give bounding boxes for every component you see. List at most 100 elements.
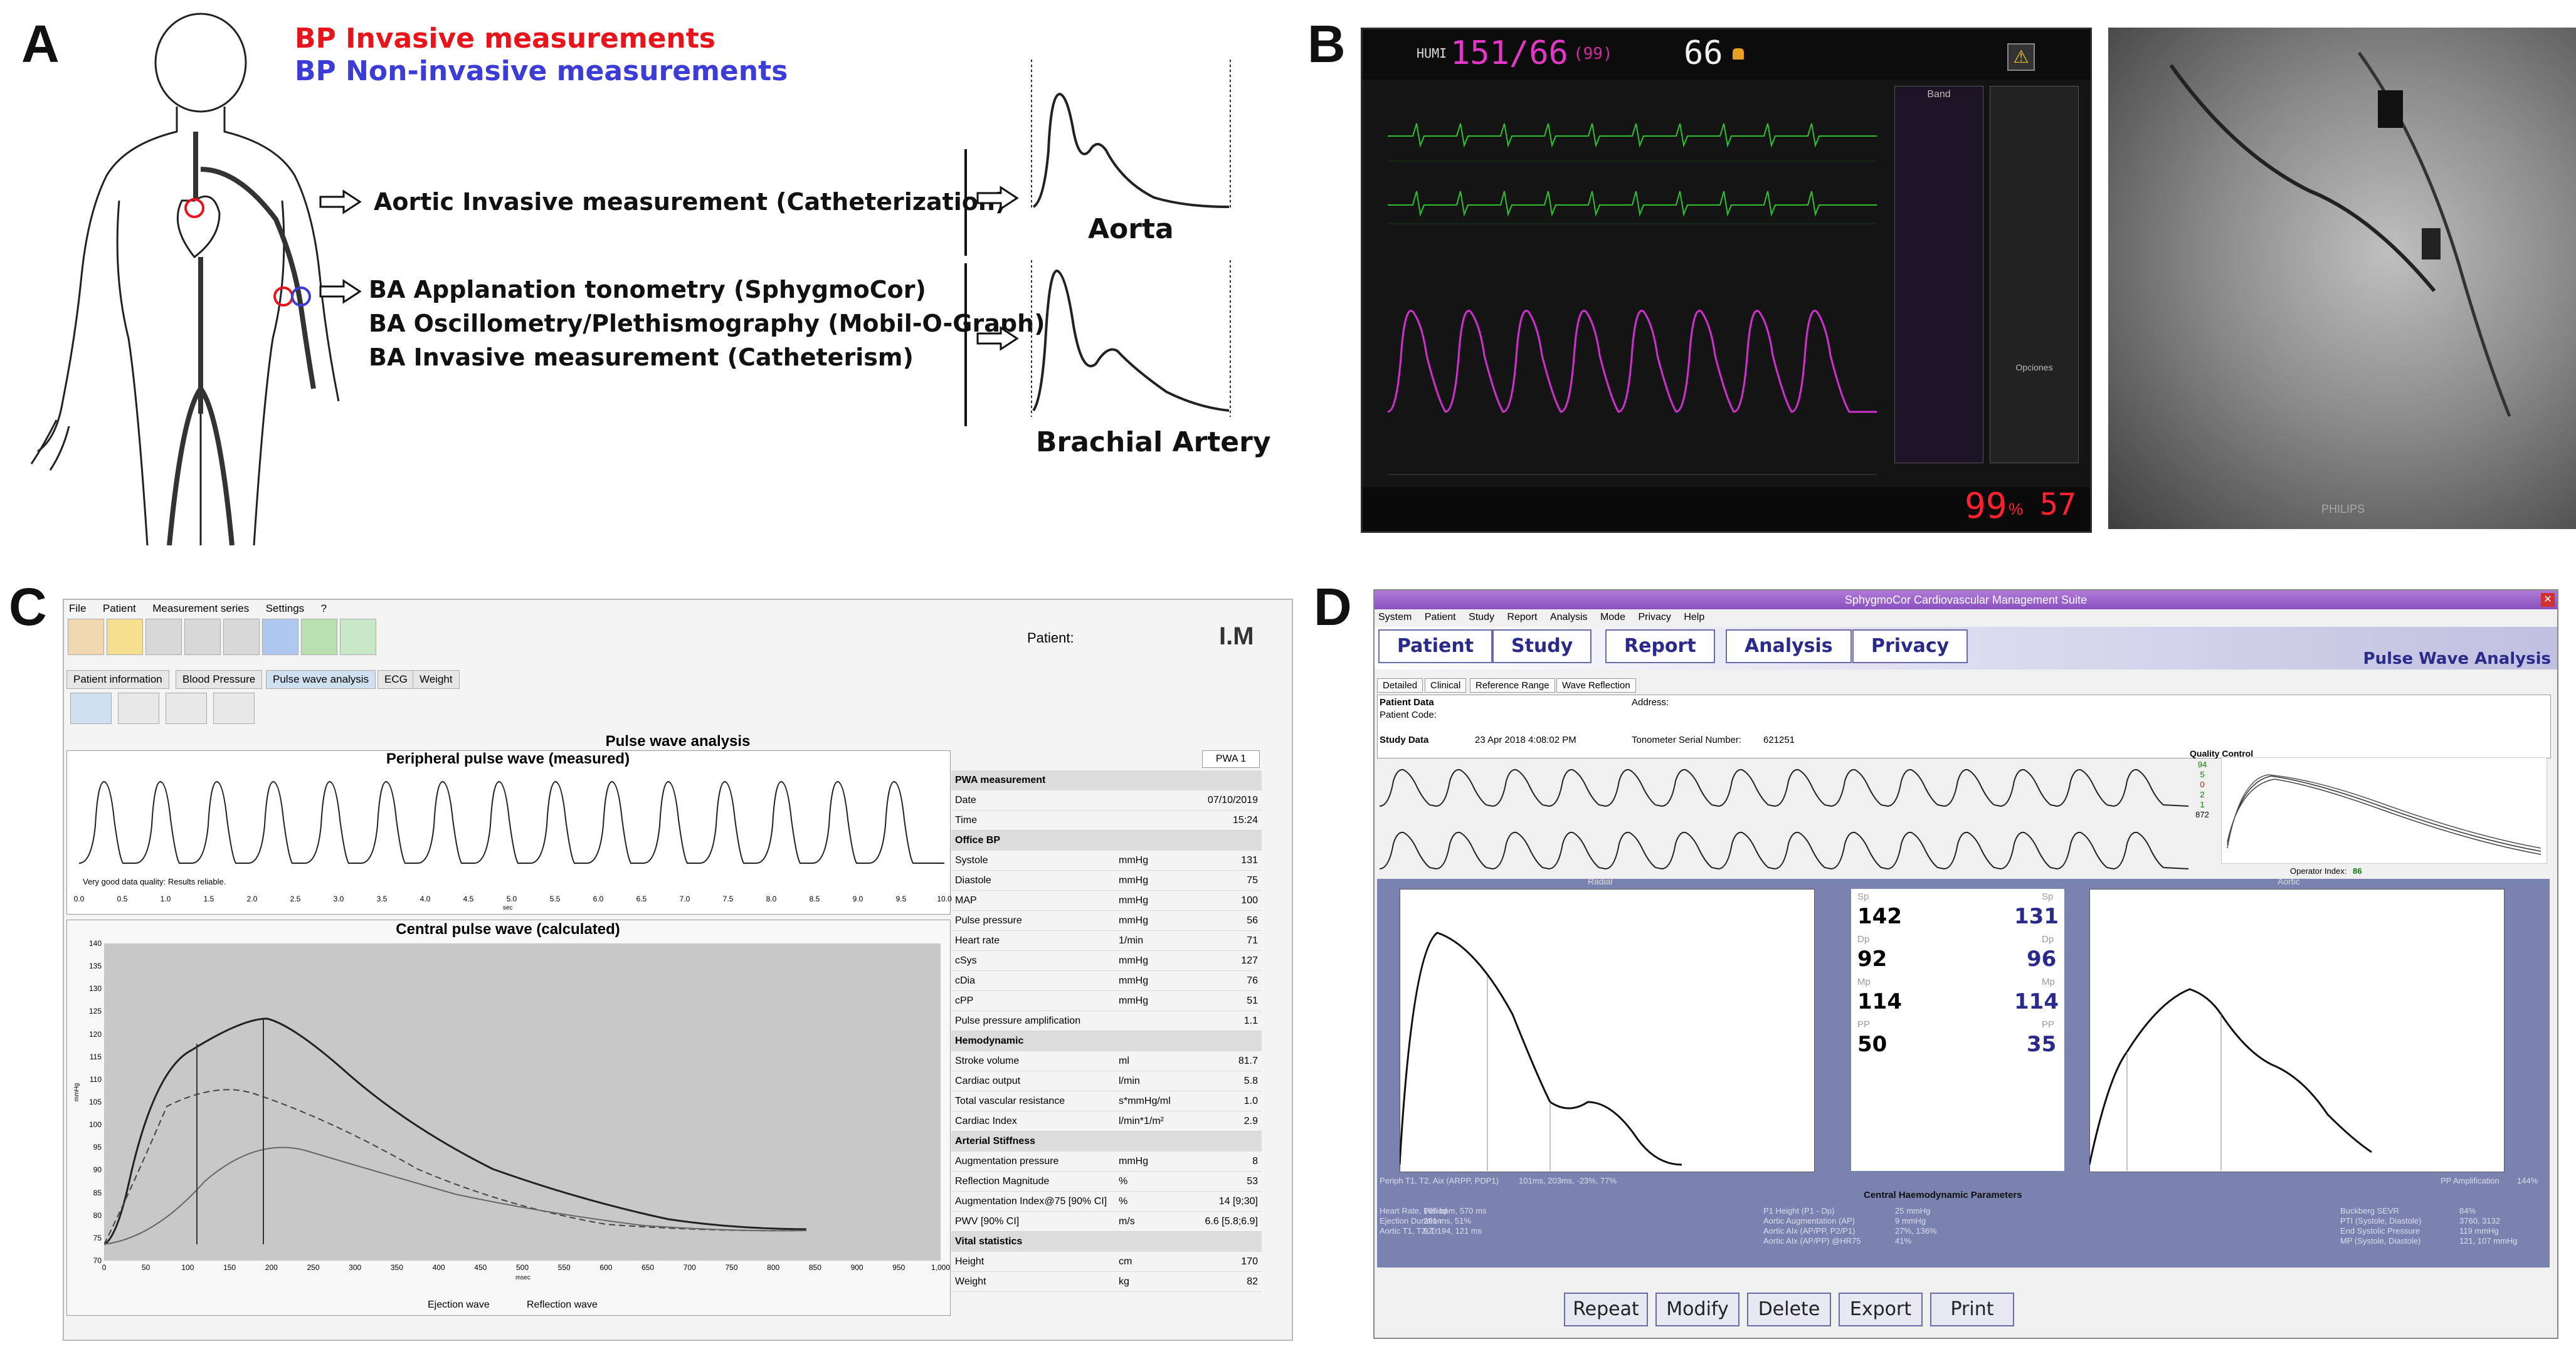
c-table-value: 5.8: [1198, 1071, 1262, 1091]
d-subtab-clinical[interactable]: Clinical: [1425, 678, 1467, 693]
d-tab-study[interactable]: Study: [1492, 629, 1592, 663]
d-param-label: Heart Rate, Period: [1380, 1206, 1447, 1215]
axis-tick-label: 0.5: [117, 895, 128, 903]
d-repeat-button[interactable]: Repeat: [1564, 1293, 1648, 1326]
angiography-xray-photo: PHILIPS: [2108, 28, 2576, 529]
d-param-value: 25 mmHg: [1895, 1206, 1931, 1215]
c-menu-help[interactable]: ?: [320, 602, 327, 614]
c-toolbar-disabled-icon-1[interactable]: [145, 619, 182, 655]
axis-tick-label: 950: [892, 1263, 905, 1272]
d-menu-patient[interactable]: Patient: [1424, 612, 1456, 622]
c-table-label: Pulse pressure amplification: [951, 1010, 1115, 1031]
axis-tick-label: 50: [142, 1263, 150, 1272]
c-table-label: Cardiac output: [951, 1071, 1115, 1091]
d-export-button[interactable]: Export: [1839, 1293, 1923, 1326]
d-menu-study[interactable]: Study: [1469, 612, 1494, 622]
d-param-value: 119 mmHg: [2459, 1226, 2499, 1236]
c-subtool-pause-icon[interactable]: [166, 693, 207, 724]
c-table-label: cDia: [951, 970, 1115, 991]
d-modify-button[interactable]: Modify: [1655, 1293, 1739, 1326]
c-tab-weight[interactable]: Weight: [413, 670, 460, 689]
d-print-button[interactable]: Print: [1930, 1293, 2014, 1326]
d-delete-button[interactable]: Delete: [1747, 1293, 1831, 1326]
d-close-icon[interactable]: ✕: [2541, 593, 2555, 607]
d-menu-privacy[interactable]: Privacy: [1638, 612, 1671, 622]
c-subtool-print-icon[interactable]: [213, 693, 255, 724]
c-table-row: Pulse pressure amplification 1.1: [951, 1010, 1262, 1031]
d-menu-system[interactable]: System: [1378, 612, 1412, 622]
c-toolbar-folder-icon[interactable]: [107, 619, 143, 655]
d-menu-analysis[interactable]: Analysis: [1549, 612, 1588, 622]
c-toolbar-bluetooth-icon[interactable]: [262, 619, 298, 655]
c-table-label: Weight: [951, 1271, 1115, 1292]
d-tab-patient[interactable]: Patient: [1378, 629, 1493, 663]
axis-tick-label: 2.0: [246, 895, 258, 903]
c-menu-file[interactable]: File: [69, 602, 87, 614]
axis-tick-label: 3.0: [333, 895, 344, 903]
axis-tick-label: 80: [93, 1210, 102, 1220]
d-param-label: P1 Height (P1 - Dp): [1763, 1206, 1835, 1215]
c-subtool-chart-icon[interactable]: [118, 693, 159, 724]
d-numbers-box: [1851, 889, 2064, 1171]
d-menu-report[interactable]: Report: [1507, 612, 1538, 622]
c-subtool-waveform-icon[interactable]: [70, 693, 112, 724]
c-toolbar-disabled-icon-2[interactable]: [184, 619, 221, 655]
warning-icon[interactable]: ⚠: [2007, 43, 2035, 71]
d-params-mid: P1 Height (P1 - Dp) 25 mmHg Aortic Augmen…: [1763, 1206, 2027, 1246]
panel-letter-a: A: [21, 14, 60, 73]
axis-tick-label: 7.5: [722, 895, 734, 903]
brachial-waveform: [1031, 260, 1231, 417]
d-subtab-detailed[interactable]: Detailed: [1377, 678, 1423, 693]
c-tab-patient-information[interactable]: Patient information: [66, 670, 169, 689]
d-menubar: System Patient Study Report Analysis Mod…: [1378, 612, 1714, 623]
monitor-topbar: [1363, 29, 2090, 80]
c-legend-ejection: Ejection wave: [428, 1299, 490, 1310]
d-aortic-dp: 96: [2027, 947, 2057, 972]
d-subtab-reference-range[interactable]: Reference Range: [1470, 678, 1555, 693]
c-menu-measurement-series[interactable]: Measurement series: [152, 602, 250, 614]
c-table-row: Pulse pressure mmHg 56: [951, 910, 1262, 931]
d-param-label: Aortic AIx (AP/PP) @HR75: [1763, 1236, 1861, 1246]
c-table-label: Hemodynamic: [951, 1031, 1115, 1051]
d-label-dp-left: Dp: [1857, 934, 1870, 945]
c-table-section-header: Arterial Stiffness: [951, 1131, 1262, 1152]
c-table-label: Augmentation pressure: [951, 1151, 1115, 1172]
ba-line-1: BA Applanation tonometry (SphygmoCor): [369, 276, 926, 303]
c-central-xunit: msec: [515, 1274, 531, 1281]
d-radial-mp: 114: [1857, 989, 1902, 1014]
c-toolbar-export-icon[interactable]: [340, 619, 376, 655]
d-radial-waveform-strip: [1380, 769, 2188, 870]
c-toolbar-disabled-icon-3[interactable]: [223, 619, 260, 655]
d-address-label: Address:: [1632, 697, 1669, 708]
spo2-value: 99: [1965, 486, 2007, 527]
axis-tick-label: 100: [181, 1263, 194, 1272]
d-param-value: 9 mmHg: [1895, 1216, 1926, 1225]
c-tab-blood-pressure[interactable]: Blood Pressure: [176, 670, 263, 689]
d-tab-analysis[interactable]: Analysis: [1726, 629, 1852, 663]
d-subtab-wave-reflection[interactable]: Wave Reflection: [1556, 678, 1636, 693]
d-info-box: [1377, 695, 2551, 758]
c-quality-note: Very good data quality: Results reliable…: [83, 877, 226, 886]
d-qc-value: 94: [2197, 760, 2207, 769]
axis-tick-label: 900: [850, 1263, 863, 1272]
c-menu-settings[interactable]: Settings: [265, 602, 305, 614]
axis-tick-label: 550: [557, 1263, 571, 1272]
d-tab-report[interactable]: Report: [1605, 629, 1715, 663]
d-menu-help[interactable]: Help: [1684, 612, 1705, 622]
c-toolbar-user-icon[interactable]: [68, 619, 104, 655]
legend-invasive: BP Invasive measurements: [295, 23, 715, 55]
c-table-unit: %: [1115, 1171, 1198, 1192]
c-toolbar-import-icon[interactable]: [301, 619, 337, 655]
ba-invasive-marker: [273, 286, 293, 307]
axis-tick-label: 110: [89, 1074, 102, 1084]
c-peripheral-xaxis: 0.0 0.5 1.0 1.5 2.0 2.5 3.0 3.5 4.0 4.5 5.0 5.5 6.0 6…: [74, 895, 952, 907]
d-menu-mode[interactable]: Mode: [1600, 612, 1625, 622]
d-param-label: Aortic AIx (AP/PP, P2/P1): [1763, 1226, 1855, 1236]
c-table-label: Pulse pressure: [951, 910, 1115, 931]
c-tab-pulse-wave-analysis[interactable]: Pulse wave analysis: [266, 670, 376, 689]
c-tab-ecg[interactable]: ECG: [377, 670, 414, 689]
bp-mean: (99): [1573, 45, 1613, 63]
c-menu-patient[interactable]: Patient: [102, 602, 136, 614]
axis-tick-label: 95: [93, 1143, 102, 1152]
d-tab-privacy[interactable]: Privacy: [1852, 629, 1968, 663]
